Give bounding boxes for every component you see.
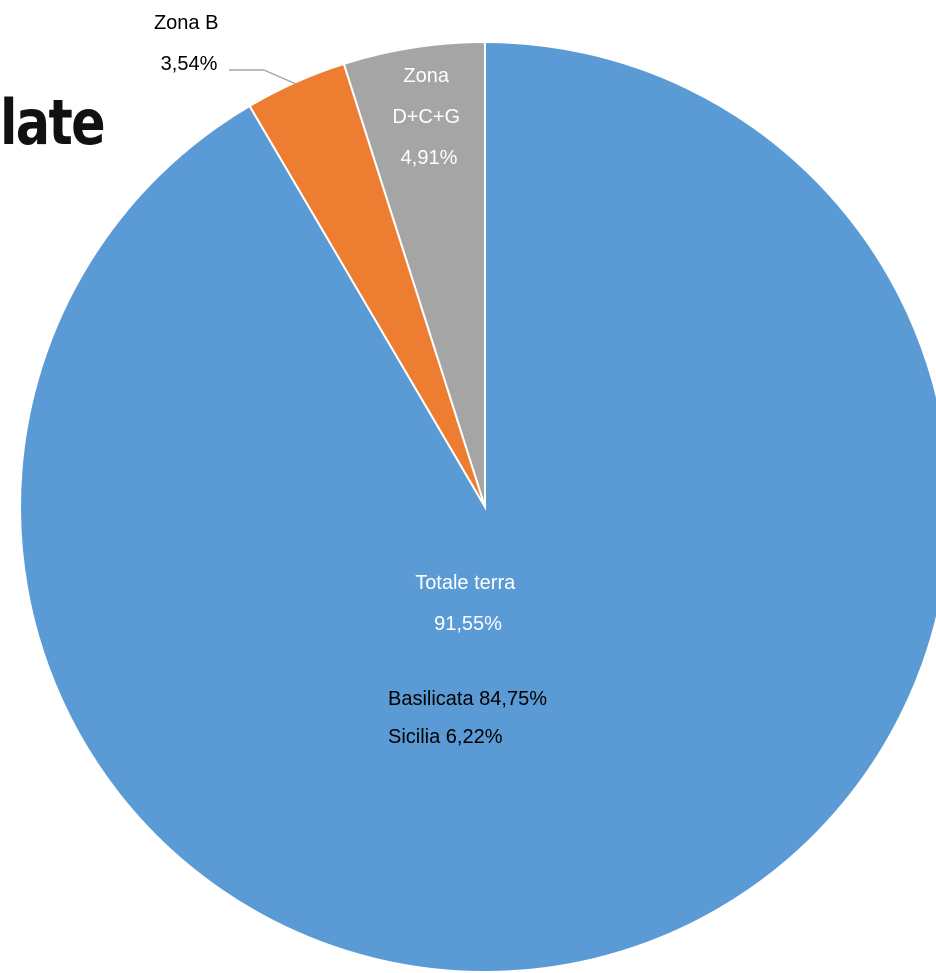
slice-label-value: 4,91% bbox=[401, 147, 458, 169]
slice-label-line: D+C+G bbox=[392, 106, 460, 128]
annotation-sicilia: Sicilia 6,22% bbox=[388, 726, 503, 748]
pie-slice-totale-terra bbox=[18, 40, 936, 973]
annotation-basilicata: Basilicata 84,75% bbox=[388, 688, 547, 710]
slice-label-line: Zona bbox=[403, 65, 449, 87]
slice-label-totale-terra: Totale terra 91,55% bbox=[415, 572, 521, 635]
zona-b-leader-line-segment bbox=[263, 69, 297, 85]
page-title-fragment: late bbox=[0, 86, 106, 159]
slice-label-line: Zona B bbox=[154, 12, 218, 34]
pie-slices bbox=[18, 40, 936, 973]
slice-label-line: Totale terra bbox=[415, 572, 516, 594]
slice-label-zona-dcg: Zona D+C+G 4,91% bbox=[392, 65, 465, 169]
slice-label-zona-b: Zona B 3,54% bbox=[154, 12, 224, 75]
slice-label-value: 91,55% bbox=[434, 613, 502, 635]
slice-label-value: 3,54% bbox=[161, 53, 218, 75]
